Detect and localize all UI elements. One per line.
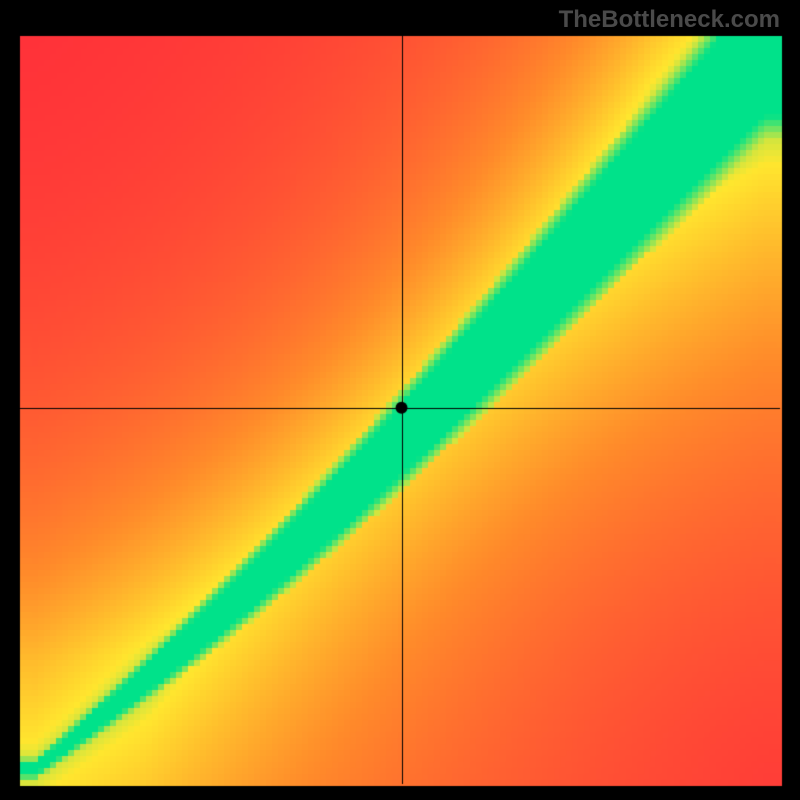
chart-container: TheBottleneck.com [0, 0, 800, 800]
heatmap-canvas [0, 0, 800, 800]
watermark-text: TheBottleneck.com [559, 6, 780, 34]
